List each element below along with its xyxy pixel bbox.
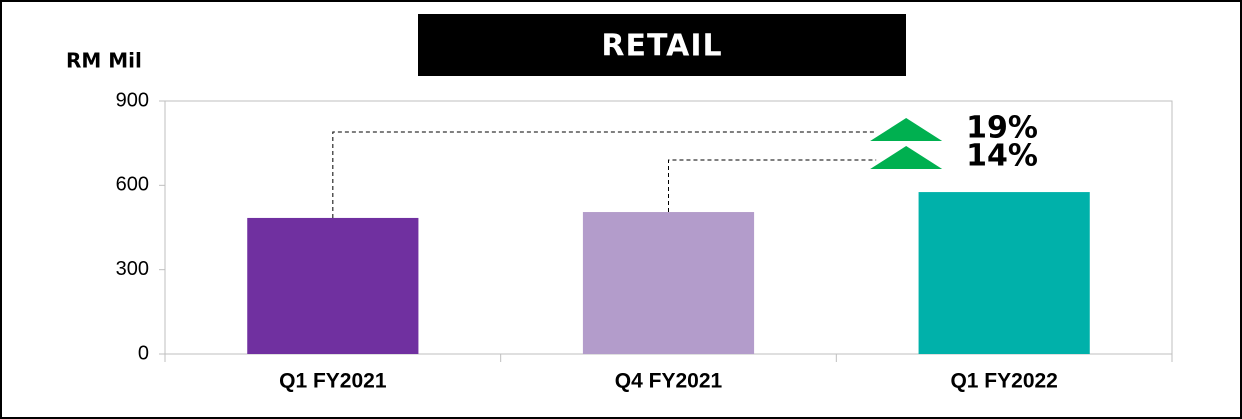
up-arrow: [870, 118, 943, 141]
bar: [582, 212, 755, 354]
x-tick-label: Q1 FY2021: [279, 370, 387, 393]
connector: [332, 131, 877, 218]
bar: [918, 192, 1090, 354]
title-box: [418, 14, 906, 76]
y-tick-label: 900: [116, 89, 149, 111]
y-tick-label: 600: [116, 174, 149, 196]
growth-label: 19%: [966, 111, 1038, 146]
x-tick-label: Q4 FY2021: [615, 370, 723, 393]
connector: [668, 159, 877, 213]
chart-title: RETAIL: [601, 29, 722, 64]
y-tick-label: 300: [116, 258, 149, 280]
y-tick-label: 0: [138, 342, 149, 364]
bar: [247, 217, 419, 354]
y-axis-label: RM Mil: [66, 49, 142, 73]
up-arrow: [870, 146, 943, 169]
x-tick-label: Q1 FY2022: [950, 370, 1057, 393]
growth-label: 14%: [966, 139, 1038, 174]
